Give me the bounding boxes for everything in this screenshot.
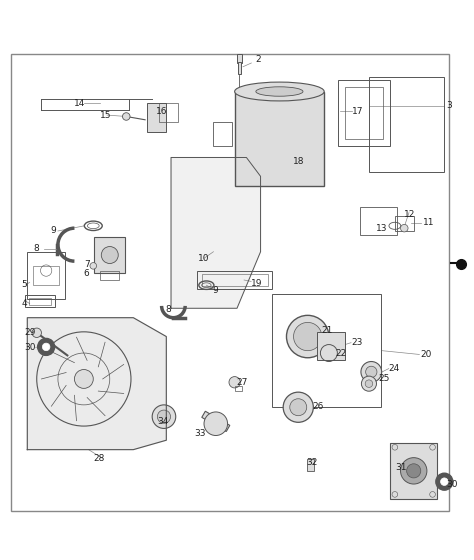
Bar	[307, 459, 314, 470]
Circle shape	[401, 225, 408, 232]
Bar	[237, 62, 241, 74]
Text: 21: 21	[321, 326, 332, 335]
Text: 10: 10	[198, 254, 210, 263]
Text: 18: 18	[292, 157, 304, 166]
Circle shape	[152, 405, 176, 428]
Ellipse shape	[235, 82, 324, 101]
Text: 24: 24	[389, 364, 400, 373]
Circle shape	[204, 412, 228, 436]
Circle shape	[122, 113, 130, 120]
Circle shape	[286, 315, 329, 358]
Circle shape	[436, 473, 453, 490]
Circle shape	[42, 343, 50, 351]
Circle shape	[440, 478, 448, 486]
Text: 8: 8	[34, 244, 39, 253]
Circle shape	[157, 410, 171, 423]
Circle shape	[90, 263, 97, 269]
Circle shape	[361, 376, 376, 391]
Circle shape	[430, 492, 436, 497]
Bar	[235, 91, 324, 186]
Text: 15: 15	[100, 110, 112, 120]
Bar	[338, 80, 390, 146]
Text: 9: 9	[50, 226, 55, 236]
Text: 32: 32	[306, 458, 317, 467]
Text: 9: 9	[212, 286, 218, 295]
Bar	[235, 386, 242, 391]
Text: 7: 7	[84, 260, 90, 269]
Circle shape	[32, 328, 41, 338]
Bar	[213, 122, 232, 146]
Text: 14: 14	[74, 99, 86, 108]
Text: 13: 13	[376, 223, 388, 232]
Text: 8: 8	[165, 305, 171, 314]
Text: 27: 27	[237, 378, 248, 387]
Bar	[390, 442, 438, 499]
Circle shape	[407, 464, 421, 478]
Bar	[395, 216, 414, 231]
Bar	[201, 274, 268, 286]
Circle shape	[401, 458, 427, 484]
Bar	[94, 237, 125, 273]
Text: 28: 28	[93, 454, 105, 463]
Circle shape	[392, 445, 398, 450]
Text: 6: 6	[84, 269, 90, 278]
Circle shape	[37, 338, 55, 356]
Text: 17: 17	[353, 107, 364, 116]
Circle shape	[430, 445, 436, 450]
Ellipse shape	[256, 87, 303, 96]
Circle shape	[293, 323, 322, 351]
Circle shape	[101, 246, 118, 264]
Circle shape	[365, 380, 373, 388]
Bar	[202, 411, 230, 432]
Circle shape	[283, 392, 313, 422]
Circle shape	[361, 362, 382, 382]
Text: 29: 29	[24, 328, 36, 337]
Bar	[317, 332, 346, 360]
Bar	[147, 103, 166, 132]
Bar	[273, 294, 381, 407]
Circle shape	[365, 366, 377, 377]
Text: 33: 33	[195, 428, 206, 438]
Circle shape	[74, 370, 93, 389]
Bar	[100, 270, 119, 280]
Bar	[359, 207, 397, 235]
Text: 34: 34	[157, 417, 168, 426]
Text: 11: 11	[423, 218, 435, 227]
Text: 20: 20	[421, 350, 432, 359]
Circle shape	[290, 399, 307, 416]
Bar	[237, 54, 242, 63]
Bar	[369, 77, 444, 171]
Text: 5: 5	[21, 280, 27, 289]
Text: 30: 30	[24, 343, 36, 352]
Bar	[197, 270, 273, 290]
Bar	[27, 252, 65, 299]
Circle shape	[392, 492, 398, 497]
Bar	[25, 295, 55, 307]
Text: 2: 2	[255, 55, 261, 64]
Text: 22: 22	[335, 349, 346, 358]
Circle shape	[229, 377, 240, 388]
Bar	[159, 103, 178, 122]
Text: 16: 16	[155, 108, 167, 116]
Bar	[33, 266, 59, 284]
Text: 4: 4	[21, 299, 27, 308]
Text: 12: 12	[404, 209, 416, 218]
Text: 30: 30	[447, 479, 458, 488]
Bar	[346, 87, 383, 139]
Text: 19: 19	[251, 279, 263, 288]
Polygon shape	[27, 318, 166, 450]
Bar	[29, 298, 51, 305]
Text: 23: 23	[351, 338, 363, 347]
Text: 25: 25	[378, 374, 390, 382]
Text: 31: 31	[395, 463, 406, 472]
Text: 26: 26	[312, 402, 324, 411]
Polygon shape	[171, 157, 261, 308]
Text: 3: 3	[447, 101, 453, 110]
